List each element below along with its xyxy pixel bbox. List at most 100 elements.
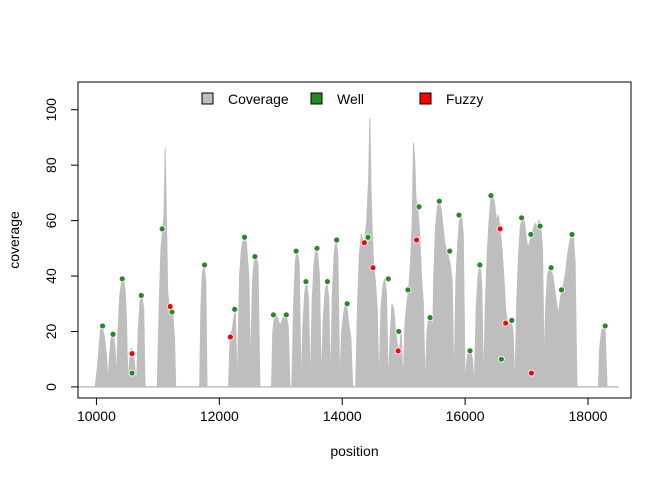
fuzzy-point bbox=[360, 239, 368, 247]
fuzzy-point bbox=[502, 319, 510, 327]
well-point bbox=[118, 275, 126, 283]
y-tick-label: 40 bbox=[43, 268, 59, 284]
coverage-region bbox=[135, 295, 146, 388]
fuzzy-point bbox=[528, 369, 535, 377]
coverage-region bbox=[249, 255, 261, 388]
well-point bbox=[168, 308, 176, 316]
coverage-region bbox=[236, 235, 252, 388]
well-point bbox=[158, 225, 166, 233]
coverage-region bbox=[94, 324, 110, 388]
well-point bbox=[527, 231, 535, 238]
coverage-region bbox=[339, 303, 354, 388]
well-point bbox=[601, 322, 609, 330]
coverage-region bbox=[199, 264, 208, 388]
legend: Coverage Well Fuzzy bbox=[201, 91, 483, 107]
y-tick-label: 80 bbox=[43, 157, 59, 173]
y-tick-label: 60 bbox=[43, 213, 59, 229]
coverage-region bbox=[431, 199, 455, 388]
x-tick-label: 14000 bbox=[323, 408, 362, 424]
well-point bbox=[558, 286, 565, 294]
coverage-region bbox=[291, 250, 302, 388]
well-point bbox=[547, 264, 555, 272]
y-tick-label: 20 bbox=[43, 323, 59, 339]
well-point bbox=[487, 192, 495, 200]
well-point bbox=[415, 203, 423, 211]
legend-label-fuzzy: Fuzzy bbox=[446, 91, 483, 107]
well-point bbox=[292, 247, 300, 255]
coverage-region bbox=[300, 281, 311, 388]
legend-label-well: Well bbox=[337, 91, 364, 107]
coverage-region bbox=[156, 148, 177, 388]
well-point bbox=[269, 311, 277, 319]
x-tick-label: 12000 bbox=[200, 408, 239, 424]
coverage-region bbox=[107, 331, 118, 388]
fuzzy-point bbox=[496, 225, 504, 233]
well-point bbox=[302, 278, 310, 285]
well-point bbox=[426, 314, 434, 322]
coverage-region bbox=[355, 118, 380, 388]
fuzzy-point bbox=[413, 236, 420, 244]
fuzzy-point bbox=[166, 303, 174, 310]
coverage-region bbox=[543, 233, 578, 388]
coverage-region bbox=[271, 314, 291, 388]
well-point bbox=[324, 278, 331, 285]
well-point bbox=[231, 305, 239, 313]
x-axis: 10000 12000 14000 16000 18000 bbox=[77, 397, 608, 424]
well-point bbox=[313, 244, 321, 252]
coverage-region bbox=[330, 239, 341, 388]
well-point bbox=[446, 247, 454, 255]
well-point bbox=[282, 311, 290, 319]
legend-label-coverage: Coverage bbox=[228, 91, 289, 107]
well-point bbox=[435, 197, 443, 205]
x-tick-label: 18000 bbox=[569, 408, 608, 424]
y-axis: 0 20 40 60 80 100 bbox=[43, 98, 79, 391]
well-point bbox=[476, 261, 484, 269]
well-point bbox=[109, 330, 117, 338]
well-point bbox=[508, 316, 516, 324]
fuzzy-point bbox=[394, 347, 402, 355]
well-point bbox=[99, 322, 106, 330]
fuzzy-point bbox=[226, 333, 234, 341]
well-point bbox=[466, 347, 474, 355]
fuzzy-point bbox=[369, 264, 377, 272]
well-point bbox=[333, 236, 341, 244]
coverage-region bbox=[309, 248, 322, 388]
well-point bbox=[404, 286, 412, 294]
well-point bbox=[455, 211, 463, 219]
y-axis-label: coverage bbox=[6, 211, 22, 269]
well-point bbox=[364, 233, 372, 241]
coverage-region bbox=[228, 309, 238, 388]
y-tick-label: 100 bbox=[43, 98, 59, 122]
y-tick-label: 0 bbox=[43, 383, 59, 391]
well-point bbox=[128, 369, 136, 377]
well-point bbox=[568, 231, 576, 238]
x-tick-label: 16000 bbox=[446, 408, 485, 424]
coverage-region bbox=[115, 275, 129, 388]
legend-swatch-coverage bbox=[201, 92, 214, 105]
coverage-region bbox=[402, 142, 426, 388]
coverage-region bbox=[514, 216, 545, 388]
coverage-area-layer bbox=[78, 118, 619, 388]
fuzzy-point bbox=[128, 350, 136, 358]
well-point bbox=[536, 222, 544, 230]
well-point bbox=[201, 261, 208, 269]
points-layer bbox=[99, 192, 609, 377]
well-point bbox=[241, 233, 248, 241]
well-point bbox=[395, 328, 403, 335]
well-point bbox=[497, 355, 505, 363]
coverage-region bbox=[387, 303, 404, 388]
x-tick-label: 10000 bbox=[77, 408, 116, 424]
x-axis-label: position bbox=[330, 443, 378, 459]
coverage-region bbox=[378, 278, 389, 388]
legend-swatch-well bbox=[310, 92, 323, 105]
well-point bbox=[251, 253, 259, 261]
coverage-region bbox=[597, 324, 608, 388]
legend-swatch-fuzzy bbox=[419, 92, 432, 105]
well-point bbox=[343, 300, 351, 308]
coverage-region bbox=[473, 264, 485, 388]
well-point bbox=[518, 214, 526, 222]
coverage-region bbox=[320, 281, 332, 388]
well-point bbox=[137, 292, 145, 299]
coverage-region bbox=[453, 214, 466, 388]
